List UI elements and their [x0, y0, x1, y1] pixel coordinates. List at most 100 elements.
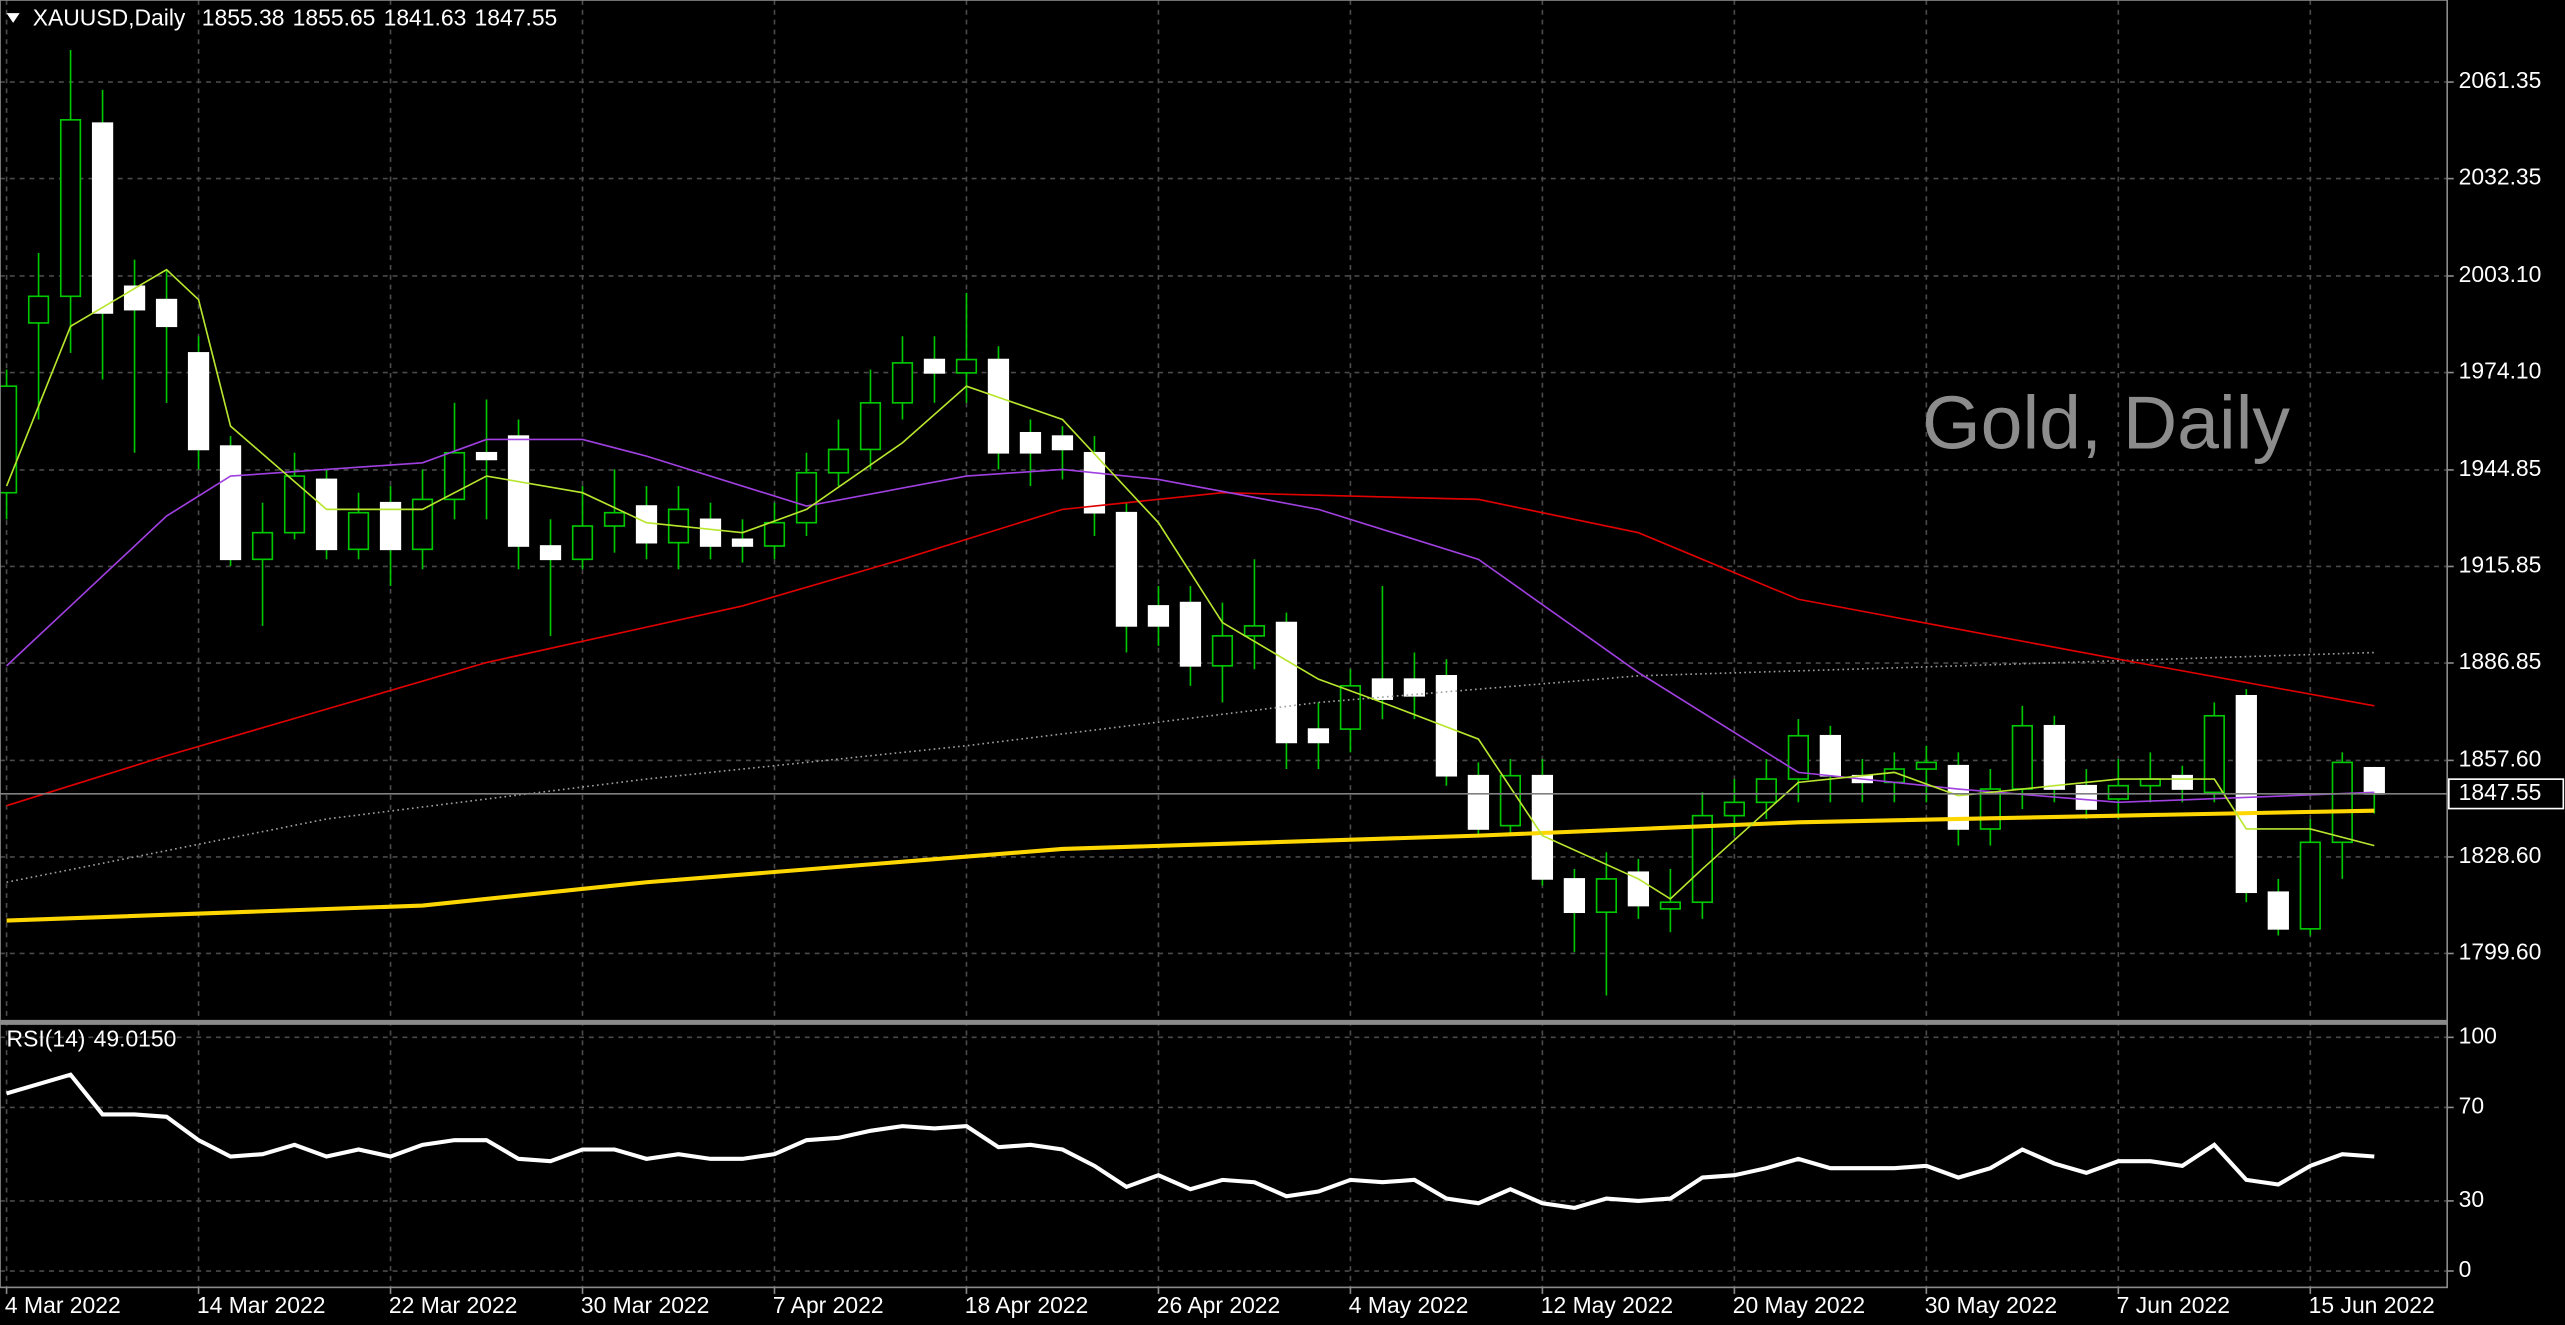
watermark: Gold, Daily: [1922, 380, 2290, 464]
candle-body: [347, 511, 370, 551]
candle-body: [539, 545, 562, 561]
candle-body: [507, 435, 530, 547]
candle-body: [859, 402, 882, 451]
candle-body: [475, 451, 498, 461]
candle-body: [59, 119, 82, 298]
candle-body: [699, 518, 722, 547]
candle-body: [1755, 778, 1778, 804]
candle-body: [1691, 814, 1714, 904]
candle-body: [731, 538, 754, 547]
candle-body: [1467, 774, 1490, 830]
candle-body: [571, 525, 594, 561]
candle-body: [1307, 728, 1330, 744]
y-tick-label: 0: [2459, 1256, 2472, 1282]
candle-body: [379, 501, 402, 551]
candle-body: [923, 358, 946, 374]
high: 1855.65: [293, 5, 376, 31]
candle-body: [1275, 621, 1298, 744]
x-tick-label: 18 Apr 2022: [965, 1292, 1088, 1318]
candle-body: [763, 521, 786, 547]
y-tick-label: 2061.35: [2459, 67, 2542, 93]
y-tick-label: 1857.60: [2459, 745, 2542, 771]
y-tick-label: 1944.85: [2459, 455, 2542, 481]
x-tick-label: 4 May 2022: [1349, 1292, 1469, 1318]
y-tick-label: 1974.10: [2459, 358, 2542, 384]
candle-body: [2075, 784, 2097, 810]
candle-body: [1531, 774, 1554, 880]
candle-body: [1723, 801, 1746, 817]
x-tick-label: 26 Apr 2022: [1157, 1292, 1280, 1318]
x-tick-label: 15 Jun 2022: [2309, 1292, 2435, 1318]
candle-body: [0, 385, 18, 494]
candle-body: [1403, 678, 1426, 697]
candle-body: [219, 445, 242, 561]
x-tick-label: 7 Apr 2022: [773, 1292, 884, 1318]
candle-body: [187, 352, 210, 451]
y-tick-label: 70: [2459, 1092, 2484, 1118]
candle-body: [1179, 601, 1202, 667]
candle-body: [1243, 625, 1266, 637]
candle-body: [1051, 435, 1074, 451]
menu-arrow[interactable]: [6, 13, 20, 23]
candle-body: [91, 122, 114, 314]
y-tick-label: 30: [2459, 1186, 2484, 1212]
close: 1847.55: [475, 5, 558, 31]
moving-average: [6, 438, 2375, 804]
candle-body: [827, 448, 850, 474]
frame: [0, 0, 2449, 1289]
candle-body: [1595, 878, 1618, 914]
x-tick-label: 14 Mar 2022: [197, 1292, 326, 1318]
candle-body: [603, 511, 626, 527]
candle-body: [1947, 764, 1969, 830]
chart-header: XAUUSD,Daily 1855.38 1855.65 1841.63 1847.55: [33, 5, 558, 31]
candle-body: [2203, 714, 2225, 794]
candle-body: [123, 285, 146, 311]
candle-body: [891, 362, 914, 404]
candle-body: [1499, 774, 1522, 827]
rsi-header: RSI(14) 49.0150: [7, 1025, 177, 1051]
rsi-title: RSI(14): [7, 1025, 86, 1051]
y-tick-label: 1915.85: [2459, 552, 2542, 578]
x-tick-label: 22 Mar 2022: [389, 1292, 518, 1318]
candle-body: [795, 471, 818, 524]
candle-body: [443, 451, 466, 501]
y-tick-label: 2032.35: [2459, 164, 2542, 190]
candle-body: [2107, 784, 2129, 800]
candle-body: [2043, 724, 2065, 790]
rsi-line: [6, 1072, 2375, 1211]
x-tick-label: 7 Jun 2022: [2117, 1292, 2230, 1318]
x-tick-label: 30 Mar 2022: [581, 1292, 710, 1318]
candle-body: [1019, 431, 1042, 454]
y-tick-label: 2003.10: [2459, 261, 2542, 287]
candle-body: [251, 531, 274, 561]
candle-body: [283, 475, 306, 534]
y-tick-label: 1828.60: [2459, 842, 2542, 868]
grid: [0, 0, 2448, 1288]
candle-body: [2299, 841, 2321, 930]
candle-body: [987, 358, 1010, 454]
candle-body: [1979, 788, 2001, 830]
candle-body: [2171, 774, 2193, 790]
candle-body: [1659, 901, 1682, 910]
candle-body: [955, 358, 978, 374]
candle-body: [411, 498, 434, 551]
candle-body: [1371, 678, 1394, 700]
x-tick-label: 4 Mar 2022: [5, 1292, 121, 1318]
low: 1841.63: [384, 5, 467, 31]
last-price-box: [2448, 778, 2565, 810]
candle-body: [2267, 891, 2289, 930]
candle-body: [1211, 635, 1234, 667]
candle-body: [1115, 511, 1138, 627]
candle-body: [1147, 605, 1170, 627]
x-tick-label: 20 May 2022: [1733, 1292, 1865, 1318]
x-tick-label: 30 May 2022: [1925, 1292, 2057, 1318]
open: 1855.38: [202, 5, 285, 31]
candle-body: [2139, 778, 2161, 787]
candle-body: [315, 478, 338, 551]
candle-body: [1563, 878, 1586, 914]
moving-average: [6, 491, 2375, 807]
rsi-readout: 49.0150: [94, 1025, 177, 1051]
moving-average: [5, 268, 2375, 900]
